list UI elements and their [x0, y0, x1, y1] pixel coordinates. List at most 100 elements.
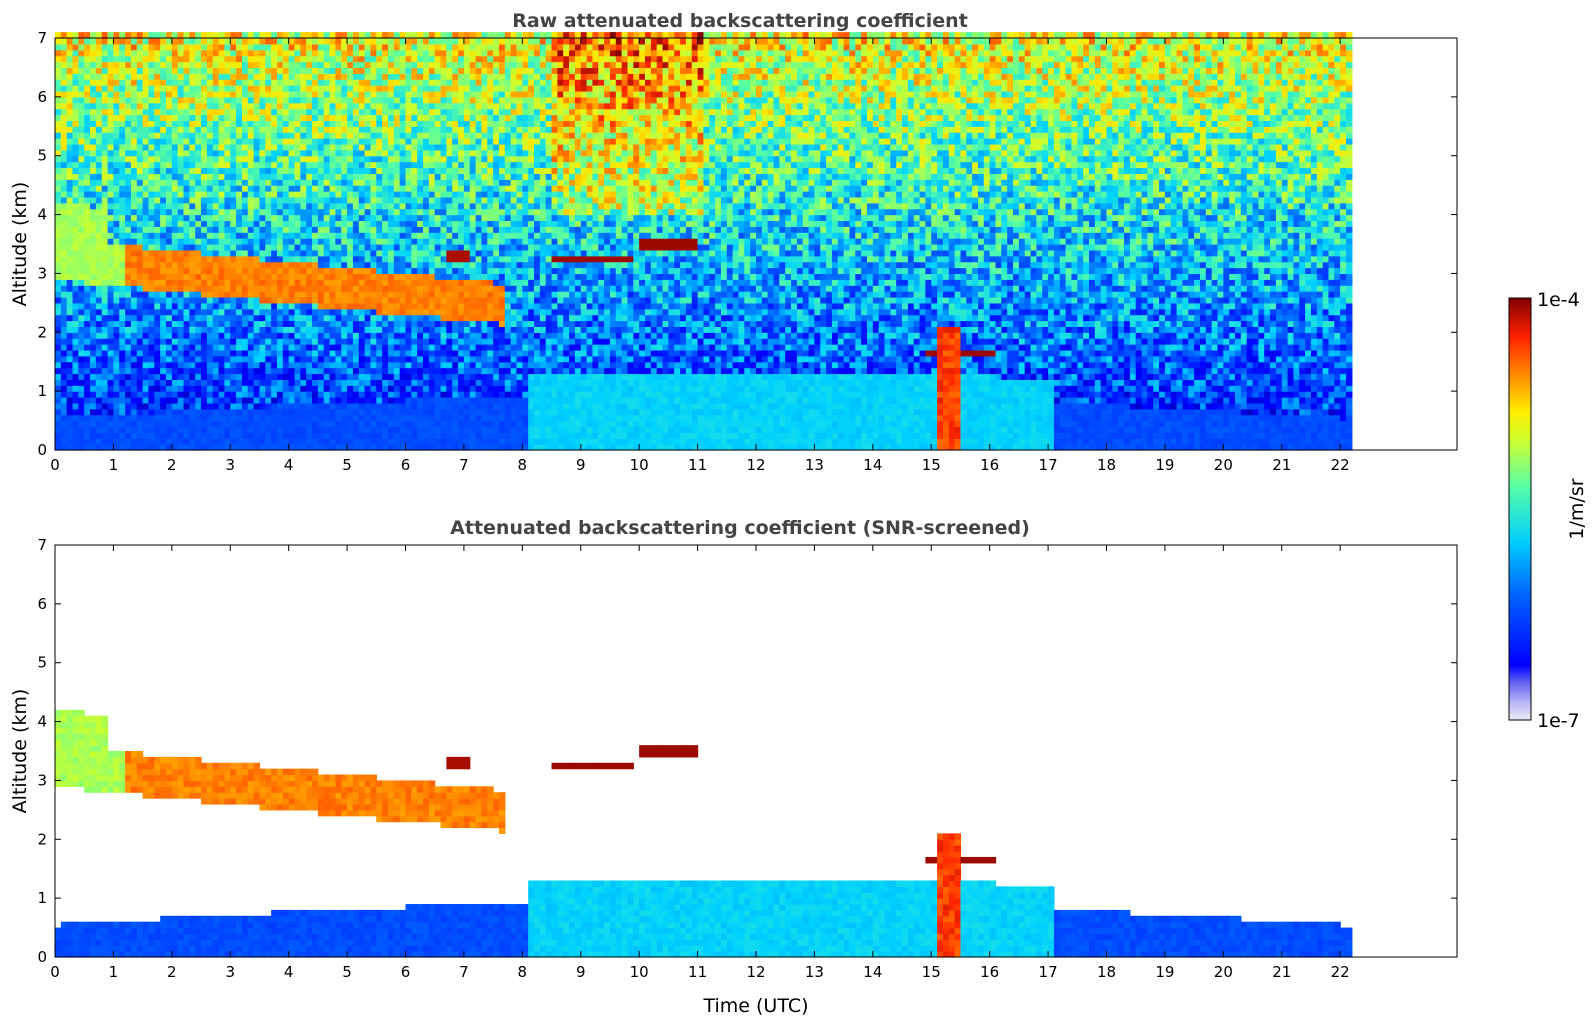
heatmap-cell — [78, 302, 85, 310]
heatmap-cell — [101, 196, 109, 204]
heatmap-cell — [189, 32, 196, 39]
heatmap-cell — [142, 438, 150, 445]
heatmap-cell — [393, 202, 401, 210]
heatmap-cell — [312, 402, 319, 410]
heatmap-cell — [306, 179, 313, 186]
heatmap-cell — [160, 279, 167, 286]
heatmap-cell — [60, 414, 68, 422]
heatmap-cell — [72, 302, 79, 310]
heatmap-cell — [101, 344, 109, 351]
heatmap-cell — [236, 414, 243, 422]
heatmap-cell — [335, 96, 342, 104]
heatmap-cell — [306, 38, 313, 45]
heatmap-cell — [282, 361, 290, 369]
heatmap-cell — [341, 244, 348, 251]
heatmap-cell — [452, 420, 459, 428]
heatmap-cell — [335, 108, 342, 116]
heatmap-cell — [288, 261, 296, 269]
heatmap-cell — [452, 114, 459, 121]
heatmap-cell — [411, 43, 418, 51]
heatmap-cell — [218, 314, 226, 322]
heatmap-cell — [154, 385, 161, 392]
heatmap-cell — [452, 308, 459, 316]
heatmap-cell — [352, 120, 360, 127]
heatmap-cell — [423, 120, 430, 127]
heatmap-cell — [294, 232, 301, 239]
heatmap-cell — [241, 420, 249, 428]
heatmap-cell — [95, 338, 103, 345]
heatmap-cell — [271, 67, 278, 74]
heatmap-cell — [288, 149, 296, 157]
heatmap-cell — [271, 120, 278, 127]
heatmap-cell — [458, 108, 465, 116]
heatmap-cell — [440, 326, 447, 333]
heatmap-cell — [306, 73, 313, 80]
heatmap-cell — [183, 232, 190, 239]
heatmap-cell — [312, 102, 319, 110]
heatmap-cell — [247, 426, 255, 433]
heatmap-cell — [136, 320, 144, 327]
heatmap-cell — [130, 43, 138, 51]
heatmap-cell — [434, 191, 442, 198]
heatmap-cell — [405, 32, 412, 39]
heatmap-cell — [364, 114, 372, 121]
heatmap-cell — [382, 326, 389, 333]
heatmap-cell — [253, 173, 261, 180]
heatmap-cell — [201, 67, 208, 74]
heatmap-cell — [160, 102, 167, 110]
heatmap-cell — [341, 261, 348, 269]
heatmap-cell — [195, 420, 202, 428]
heatmap-cell — [259, 379, 266, 386]
heatmap-cell — [300, 426, 307, 433]
heatmap-cell — [341, 185, 348, 192]
heatmap-cell — [294, 173, 301, 180]
heatmap-cell — [440, 49, 447, 57]
heatmap-cell — [294, 90, 301, 98]
heatmap-cell — [417, 402, 424, 410]
heatmap-cell — [212, 108, 220, 116]
heatmap-cell — [387, 114, 395, 121]
heatmap-cell — [107, 338, 115, 345]
heatmap-cell — [265, 279, 272, 286]
heatmap-cell — [276, 408, 284, 416]
heatmap-cell — [90, 414, 97, 422]
heatmap-cell — [206, 167, 214, 174]
heatmap-cell — [276, 61, 284, 69]
heatmap-cell — [142, 385, 150, 392]
heatmap-cell — [183, 220, 190, 227]
heatmap-cell — [312, 302, 319, 310]
heatmap-cell — [206, 302, 214, 310]
heatmap-cell — [329, 226, 336, 233]
heatmap-cell — [160, 232, 167, 239]
heatmap-cell — [154, 367, 161, 375]
heatmap-cell — [364, 314, 372, 322]
heatmap-cell — [300, 408, 307, 416]
heatmap-cell — [72, 355, 79, 363]
heatmap-cell — [154, 38, 161, 45]
heatmap-cell — [195, 79, 202, 86]
heatmap-cell — [125, 167, 132, 174]
heatmap-cell — [107, 397, 115, 404]
heatmap-cell — [148, 208, 155, 216]
heatmap-cell — [434, 85, 442, 92]
heatmap-cell — [341, 285, 348, 292]
heatmap-cell — [417, 414, 424, 422]
heatmap-cell — [312, 426, 319, 433]
heatmap-cell — [171, 191, 179, 198]
heatmap-cell — [364, 108, 372, 116]
heatmap-cell — [224, 267, 231, 275]
heatmap-cell — [259, 332, 266, 339]
heatmap-cell — [130, 179, 138, 186]
heatmap-cell — [183, 261, 190, 269]
heatmap-cell — [206, 379, 214, 386]
heatmap-cell — [119, 167, 126, 174]
heatmap-cell — [160, 90, 167, 98]
heatmap-cell — [206, 296, 214, 304]
heatmap-cell — [195, 291, 202, 298]
heatmap-cell — [72, 285, 79, 292]
heatmap-cell — [84, 326, 91, 333]
heatmap-cell — [282, 32, 290, 39]
heatmap-cell — [265, 296, 272, 304]
heatmap-cell — [417, 126, 424, 133]
heatmap-cell — [288, 420, 296, 428]
